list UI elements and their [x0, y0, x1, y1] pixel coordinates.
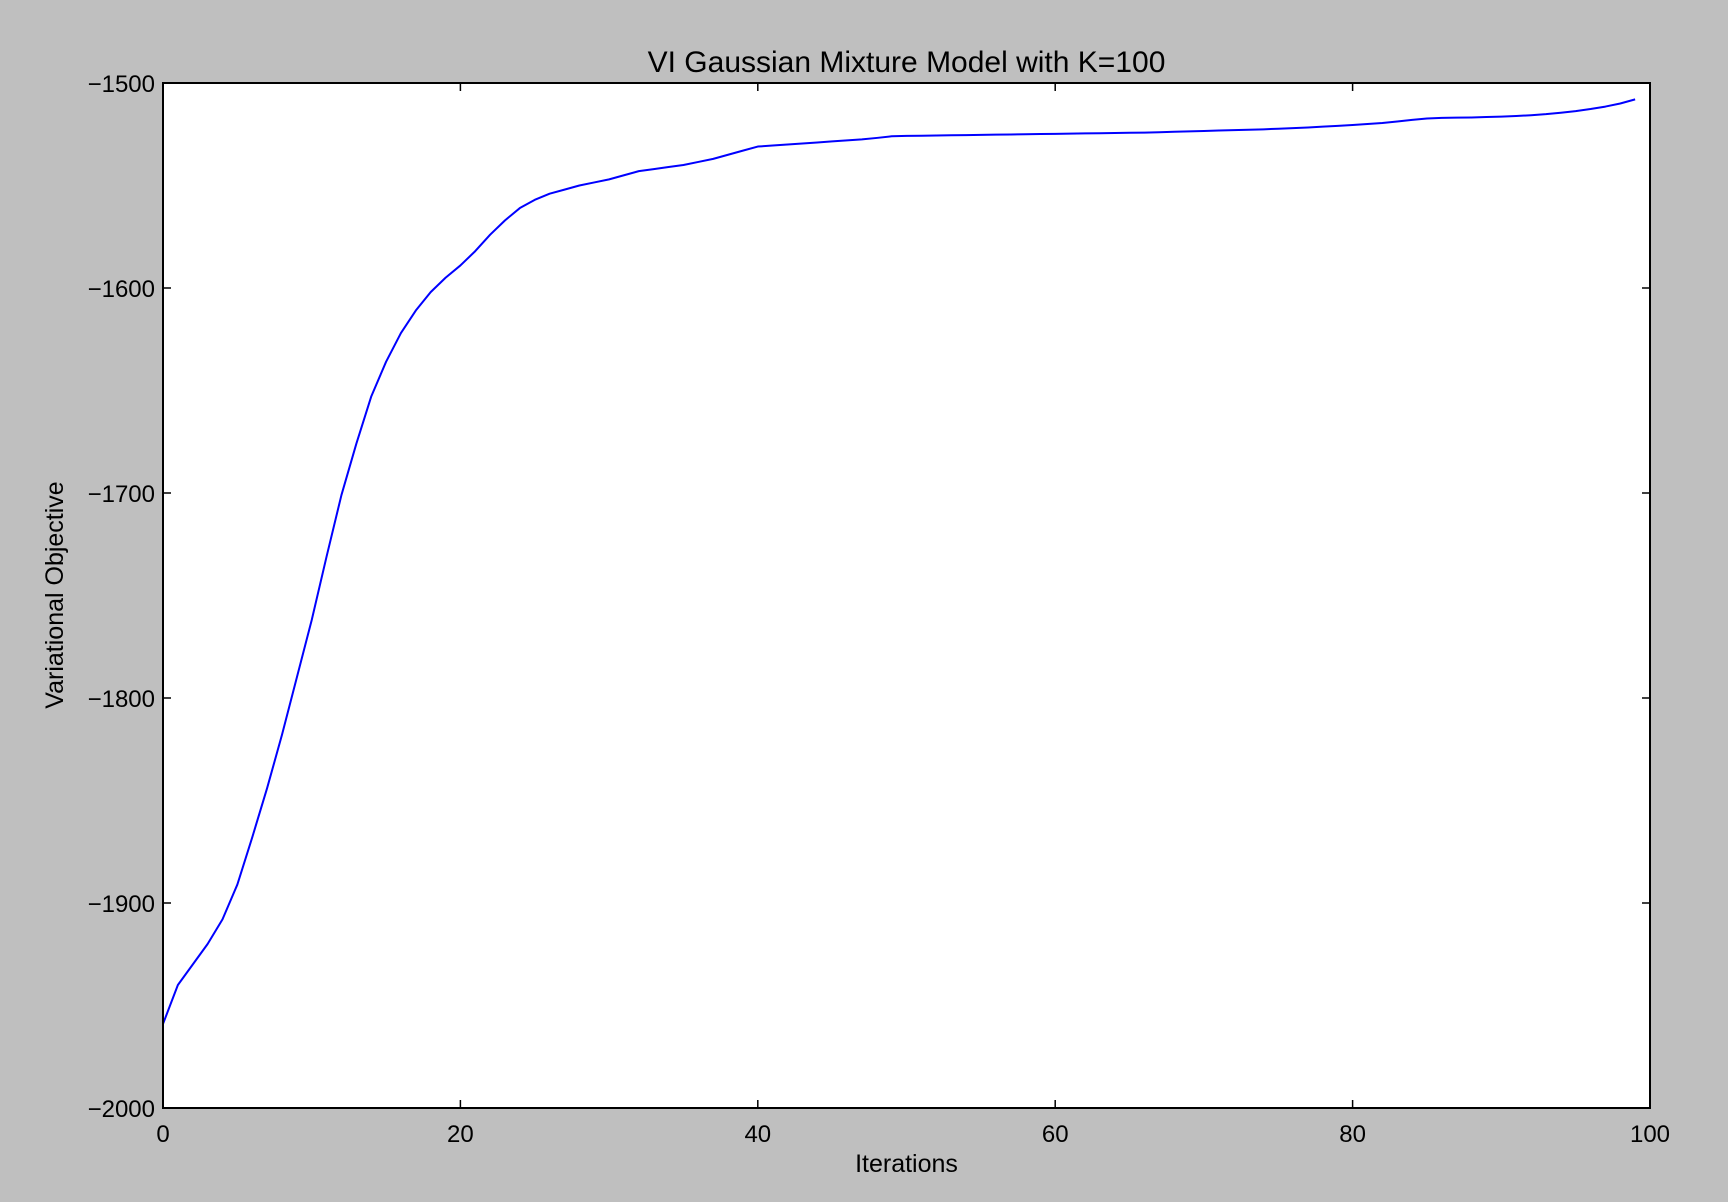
series-line-0: [162, 98, 1636, 1025]
x-axis-label: Iterations: [855, 1150, 958, 1178]
y-tick-label: −1600: [88, 276, 155, 303]
plot-area: [163, 83, 1650, 1108]
y-tick-label: −2000: [88, 1096, 155, 1123]
x-tick-label: 40: [744, 1121, 771, 1148]
series-layer: [162, 98, 1636, 1025]
y-axis-label: Variational Objective: [41, 481, 69, 708]
x-tick-label: 20: [447, 1121, 474, 1148]
axis-ticks: 0 20 40 60 80 100 −2000 −1900 −1800 −1700 −1600 −15…: [88, 71, 1670, 1148]
x-tick-label: 80: [1339, 1121, 1366, 1148]
y-tick-label: −1500: [88, 71, 155, 98]
x-tick-label: 0: [156, 1121, 169, 1148]
y-tick-label: −1800: [88, 686, 155, 713]
chart-title: VI Gaussian Mixture Model with K=100: [648, 46, 1166, 79]
y-tick-label: −1900: [88, 891, 155, 918]
x-tick-label: 60: [1042, 1121, 1069, 1148]
y-tick-label: −1700: [88, 481, 155, 508]
x-tick-label: 100: [1630, 1121, 1670, 1148]
plot-frame: [162, 82, 1651, 1109]
